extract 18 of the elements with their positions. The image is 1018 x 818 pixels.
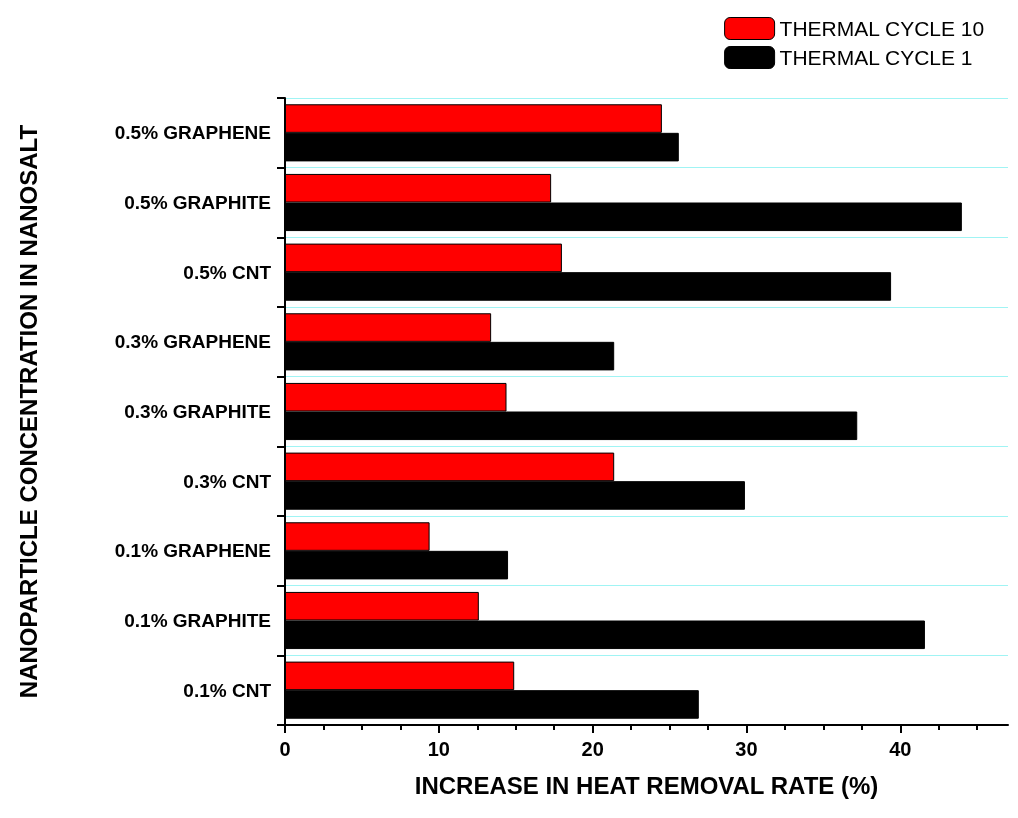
y-tick-label: 0.5% GRAPHITE bbox=[124, 192, 271, 213]
legend-label: THERMAL CYCLE 1 bbox=[779, 46, 973, 69]
legend-label: THERMAL CYCLE 10 bbox=[779, 17, 985, 40]
x-tick-label: 30 bbox=[735, 738, 758, 760]
x-axis-title: INCREASE IN HEAT REMOVAL RATE (%) bbox=[414, 771, 879, 799]
y-tick-label: 0.1% GRAPHENE bbox=[114, 540, 271, 562]
y-tick-label: 0.1% CNT bbox=[183, 679, 272, 701]
x-tick-label: 40 bbox=[889, 738, 912, 760]
y-tick-label: 0.3% CNT bbox=[183, 470, 272, 492]
x-tick-label: 0 bbox=[279, 738, 291, 760]
y-tick-label: 0.3% GRAPHENE bbox=[114, 331, 271, 353]
x-tick-label: 10 bbox=[427, 738, 450, 760]
y-tick-label: 0.3% GRAPHITE bbox=[124, 401, 271, 422]
y-tick-label: 0.5% GRAPHENE bbox=[114, 122, 271, 144]
x-tick-label: 20 bbox=[581, 738, 604, 760]
y-tick-label: 0.5% CNT bbox=[183, 261, 272, 283]
y-tick-label: 0.1% GRAPHITE bbox=[124, 610, 271, 631]
y-axis-title: NANOPARTICLE CONCENTRATION IN NANOSALT bbox=[14, 124, 42, 699]
